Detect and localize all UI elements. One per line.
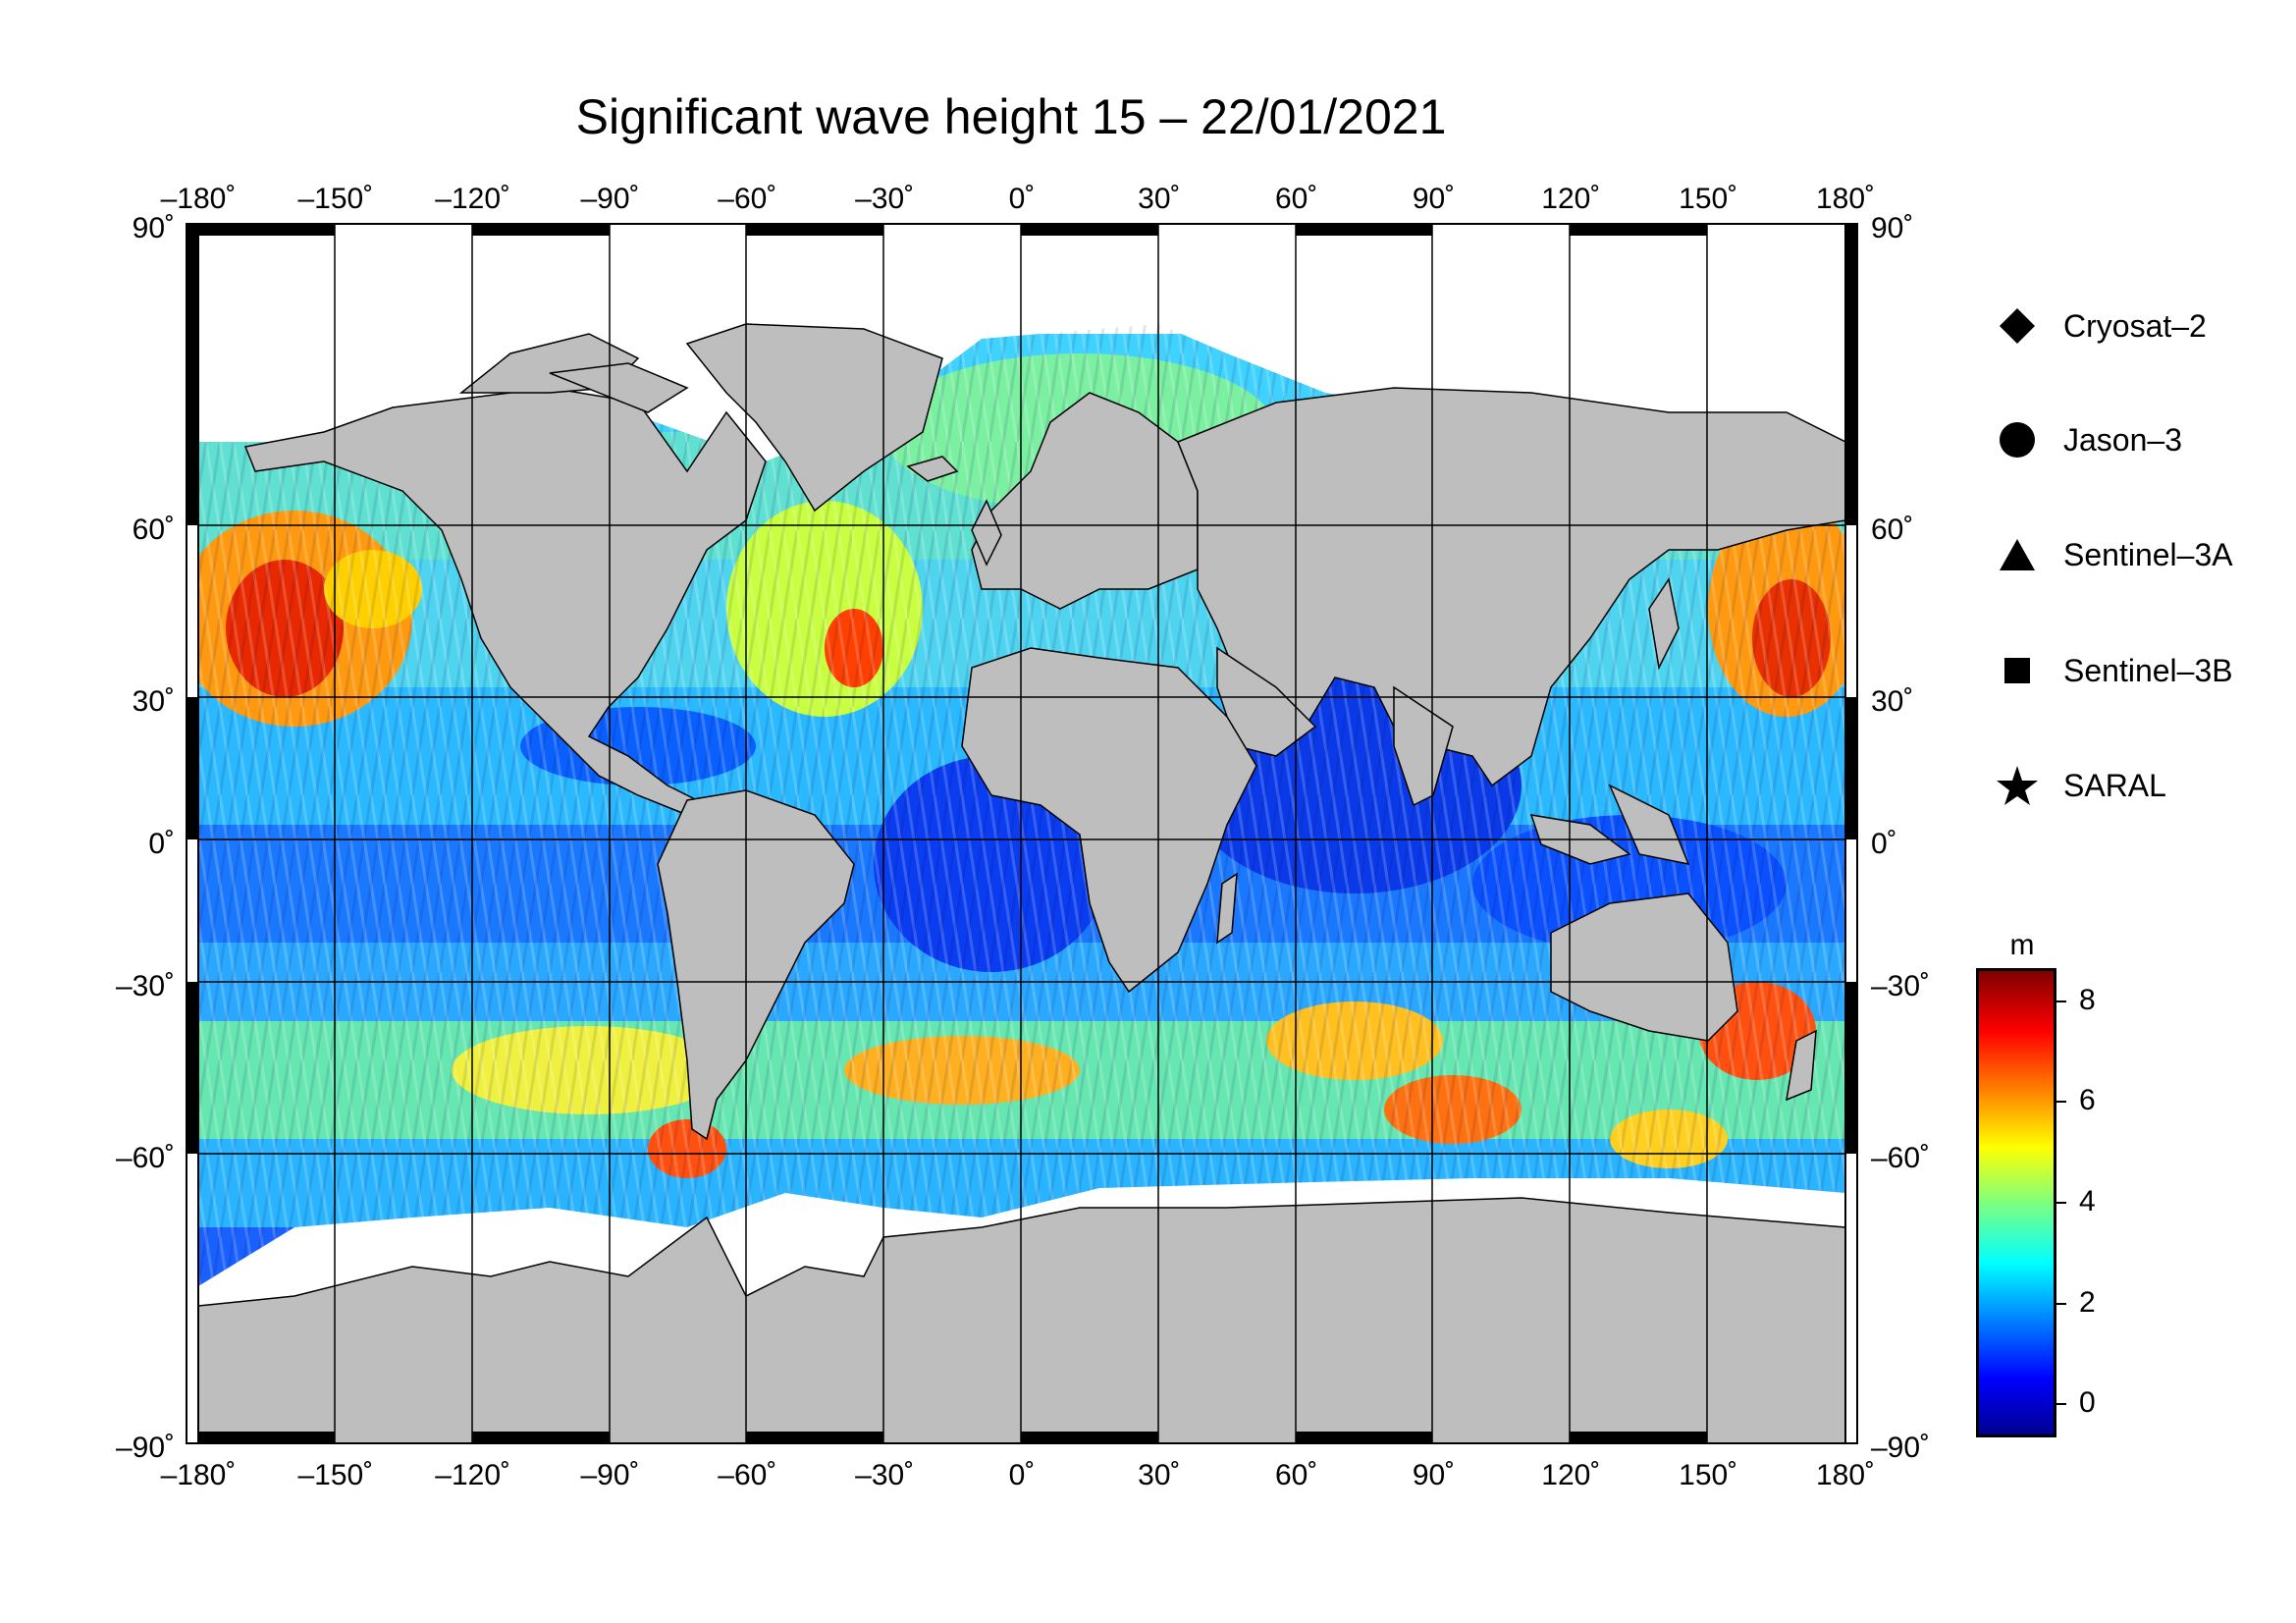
lon-tick-label: –30˚ [855,183,914,215]
colorbar-tick [2056,1101,2066,1104]
graticule [198,224,1845,1443]
legend-label: Cryosat–2 [2063,307,2207,344]
lat-tick-label: 0˚ [148,828,175,860]
lon-tick-label: 60˚ [1275,183,1317,215]
lat-tick-label: 90˚ [1871,212,1913,244]
lon-tick-label: –60˚ [718,1459,776,1491]
lat-ticks-right: 90˚ 60˚ 30˚ 0˚ –30˚ –60˚ –90˚ [1871,212,1930,1464]
colorbar-tick-label: 8 [2079,983,2096,1016]
lon-tick-label: –120˚ [435,183,510,215]
lon-ticks-top: –180˚ –150˚ –120˚ –90˚ –60˚ –30˚ 0˚ 30˚ 60˚ 90˚ 12… [161,183,1875,215]
lat-tick-label: 90˚ [133,212,175,244]
colorbar-tick [2056,1302,2066,1305]
legend-item-cryosat: Cryosat–2 [1993,301,2207,351]
lat-tick-label: –30˚ [116,970,175,1002]
colorbar-tick-label: 6 [2079,1084,2096,1117]
colorbar-tick-label: 4 [2079,1185,2096,1217]
square-icon [1993,646,2042,695]
lat-tick-label: –60˚ [116,1142,175,1174]
lon-tick-label: 90˚ [1413,183,1455,215]
lon-tick-label: 30˚ [1138,1459,1180,1491]
star-icon [1993,761,2042,810]
lat-tick-label: 30˚ [133,685,175,718]
lon-tick-label: 120˚ [1541,183,1600,215]
lon-tick-label: –60˚ [718,183,776,215]
lon-tick-label: 0˚ [1009,1459,1036,1491]
colorbar-tick [2056,1202,2066,1204]
lat-tick-label: 0˚ [1871,828,1897,860]
map-title: Significant wave height 15 – 22/01/2021 [575,89,1447,144]
colorbar-tick-label: 2 [2079,1285,2096,1319]
lat-tick-label: –60˚ [1871,1142,1930,1174]
lon-tick-label: 90˚ [1413,1459,1455,1491]
lat-tick-label: 60˚ [133,514,175,546]
lon-tick-label: –150˚ [297,1459,373,1491]
lon-tick-label: 150˚ [1679,183,1737,215]
legend-item-saral: SARAL [1993,761,2166,810]
circle-icon [1993,415,2042,464]
colorbar-tick [2056,1403,2066,1406]
colorbar [1976,968,2056,1437]
lon-tick-label: –90˚ [580,1459,639,1491]
lat-tick-label: –90˚ [116,1432,175,1464]
legend-label: SARAL [2063,767,2166,803]
lon-tick-label: –180˚ [161,183,237,215]
legend-item-sentinel-3b: Sentinel–3B [1993,646,2233,695]
map-canvas [198,224,1845,1443]
colorbar-unit: m [2009,929,2035,961]
legend-item-sentinel-3a: Sentinel–3A [1993,530,2233,579]
lat-tick-label: 30˚ [1871,685,1913,718]
triangle-icon [1993,530,2042,579]
lon-tick-label: 0˚ [1009,183,1036,215]
lon-tick-label: 180˚ [1816,183,1875,215]
diamond-icon [1993,301,2042,351]
lon-tick-label: –30˚ [855,1459,914,1491]
lon-tick-label: 30˚ [1138,183,1180,215]
lon-tick-label: –90˚ [580,183,639,215]
colorbar-tick-label: 0 [2079,1386,2096,1420]
lat-tick-label: –90˚ [1871,1432,1930,1464]
lon-tick-label: 180˚ [1816,1459,1875,1491]
legend-label: Sentinel–3A [2063,536,2233,572]
lon-tick-label: –150˚ [297,183,373,215]
frame-checker [187,224,1857,1443]
lon-tick-label: –120˚ [435,1459,510,1491]
lat-tick-label: –30˚ [1871,970,1930,1002]
colorbar-tick [2056,1000,2066,1002]
lon-tick-label: 150˚ [1679,1459,1737,1491]
lat-ticks-left: 90˚ 60˚ 30˚ 0˚ –30˚ –60˚ –90˚ [116,212,175,1464]
lon-ticks-bottom: –180˚ –150˚ –120˚ –90˚ –60˚ –30˚ 0˚ 30˚ 60˚ 90˚ 12… [161,1459,1875,1491]
lon-tick-label: –180˚ [161,1459,237,1491]
lon-tick-label: 60˚ [1275,1459,1317,1491]
lat-tick-label: 60˚ [1871,514,1913,546]
legend-item-jason: Jason–3 [1993,415,2182,464]
legend-label: Jason–3 [2063,421,2182,458]
legend-label: Sentinel–3B [2063,652,2233,688]
lon-tick-label: 120˚ [1541,1459,1600,1491]
